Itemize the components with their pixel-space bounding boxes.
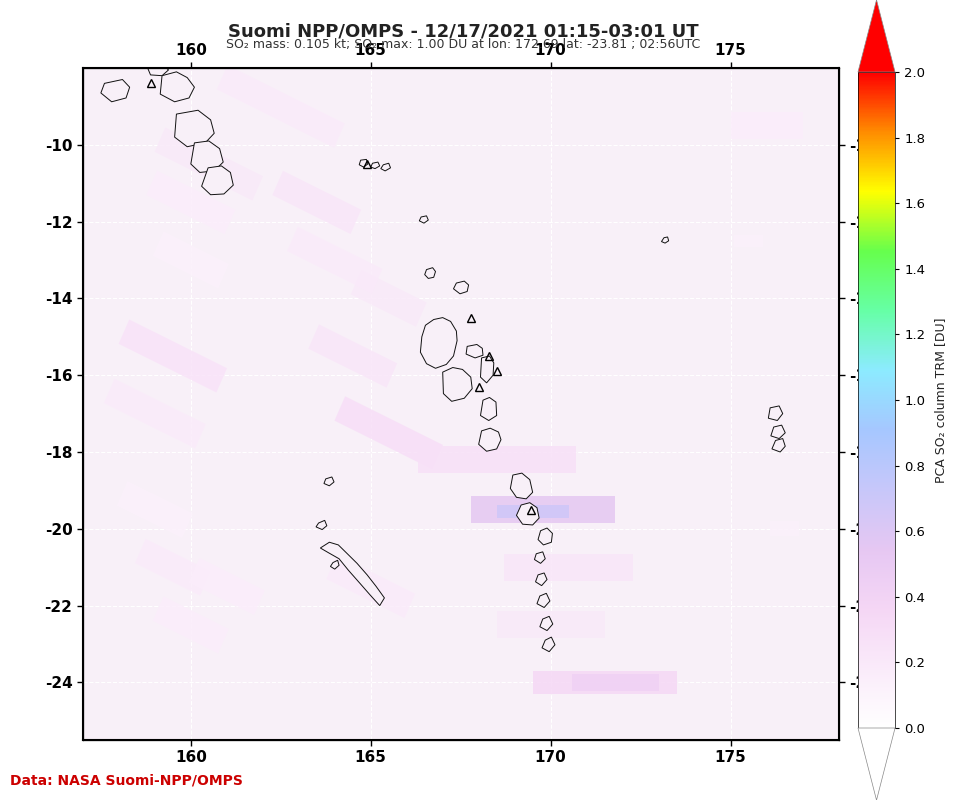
Polygon shape — [202, 166, 233, 194]
Polygon shape — [481, 356, 493, 383]
Polygon shape — [216, 65, 345, 148]
Polygon shape — [119, 319, 227, 393]
Polygon shape — [146, 170, 235, 234]
Polygon shape — [768, 406, 783, 421]
Polygon shape — [504, 554, 634, 581]
Polygon shape — [730, 112, 802, 139]
Polygon shape — [734, 235, 763, 246]
Polygon shape — [572, 674, 658, 691]
Polygon shape — [537, 594, 550, 607]
Polygon shape — [359, 159, 368, 167]
Polygon shape — [425, 268, 436, 278]
Polygon shape — [316, 520, 327, 530]
Polygon shape — [510, 473, 532, 499]
Polygon shape — [771, 425, 785, 438]
Polygon shape — [153, 231, 229, 289]
Polygon shape — [453, 281, 469, 294]
Polygon shape — [117, 481, 193, 538]
Polygon shape — [472, 496, 615, 523]
Polygon shape — [308, 324, 397, 388]
Polygon shape — [532, 671, 677, 694]
Text: Data: NASA Suomi-NPP/OMPS: Data: NASA Suomi-NPP/OMPS — [10, 774, 243, 788]
Polygon shape — [538, 528, 553, 545]
Polygon shape — [155, 127, 263, 201]
Polygon shape — [321, 542, 384, 606]
Polygon shape — [287, 226, 382, 294]
Text: Suomi NPP/OMPS - 12/17/2021 01:15-03:01 UT: Suomi NPP/OMPS - 12/17/2021 01:15-03:01 … — [228, 22, 698, 40]
Polygon shape — [540, 616, 553, 630]
Polygon shape — [481, 398, 496, 421]
Polygon shape — [135, 538, 211, 596]
Polygon shape — [535, 573, 547, 586]
Polygon shape — [153, 596, 229, 654]
Polygon shape — [370, 162, 379, 169]
Polygon shape — [381, 163, 391, 171]
Polygon shape — [517, 502, 539, 525]
Polygon shape — [496, 505, 568, 518]
Polygon shape — [147, 64, 169, 76]
Polygon shape — [420, 318, 457, 368]
Polygon shape — [661, 237, 669, 243]
Polygon shape — [858, 0, 895, 72]
Polygon shape — [542, 637, 555, 652]
Polygon shape — [419, 216, 428, 223]
Polygon shape — [104, 378, 206, 449]
Polygon shape — [191, 141, 223, 173]
Polygon shape — [351, 270, 427, 327]
Polygon shape — [331, 560, 339, 569]
Polygon shape — [443, 367, 472, 402]
Polygon shape — [770, 521, 799, 537]
Y-axis label: PCA SO₂ column TRM [DU]: PCA SO₂ column TRM [DU] — [933, 318, 947, 482]
Polygon shape — [100, 79, 130, 102]
Polygon shape — [496, 611, 604, 638]
Polygon shape — [466, 345, 483, 358]
Text: SO₂ mass: 0.105 kt; SO₂ max: 1.00 DU at lon: 172.69 lat: -23.81 ; 02:56UTC: SO₂ mass: 0.105 kt; SO₂ max: 1.00 DU at … — [226, 38, 700, 51]
Polygon shape — [189, 558, 265, 615]
Polygon shape — [858, 728, 895, 800]
Polygon shape — [175, 110, 214, 146]
Polygon shape — [327, 554, 415, 618]
Polygon shape — [417, 446, 576, 473]
Polygon shape — [324, 477, 334, 486]
Polygon shape — [160, 72, 194, 102]
Polygon shape — [272, 170, 361, 234]
Polygon shape — [334, 396, 443, 470]
Polygon shape — [772, 438, 785, 452]
Polygon shape — [534, 552, 545, 563]
Polygon shape — [479, 428, 501, 451]
